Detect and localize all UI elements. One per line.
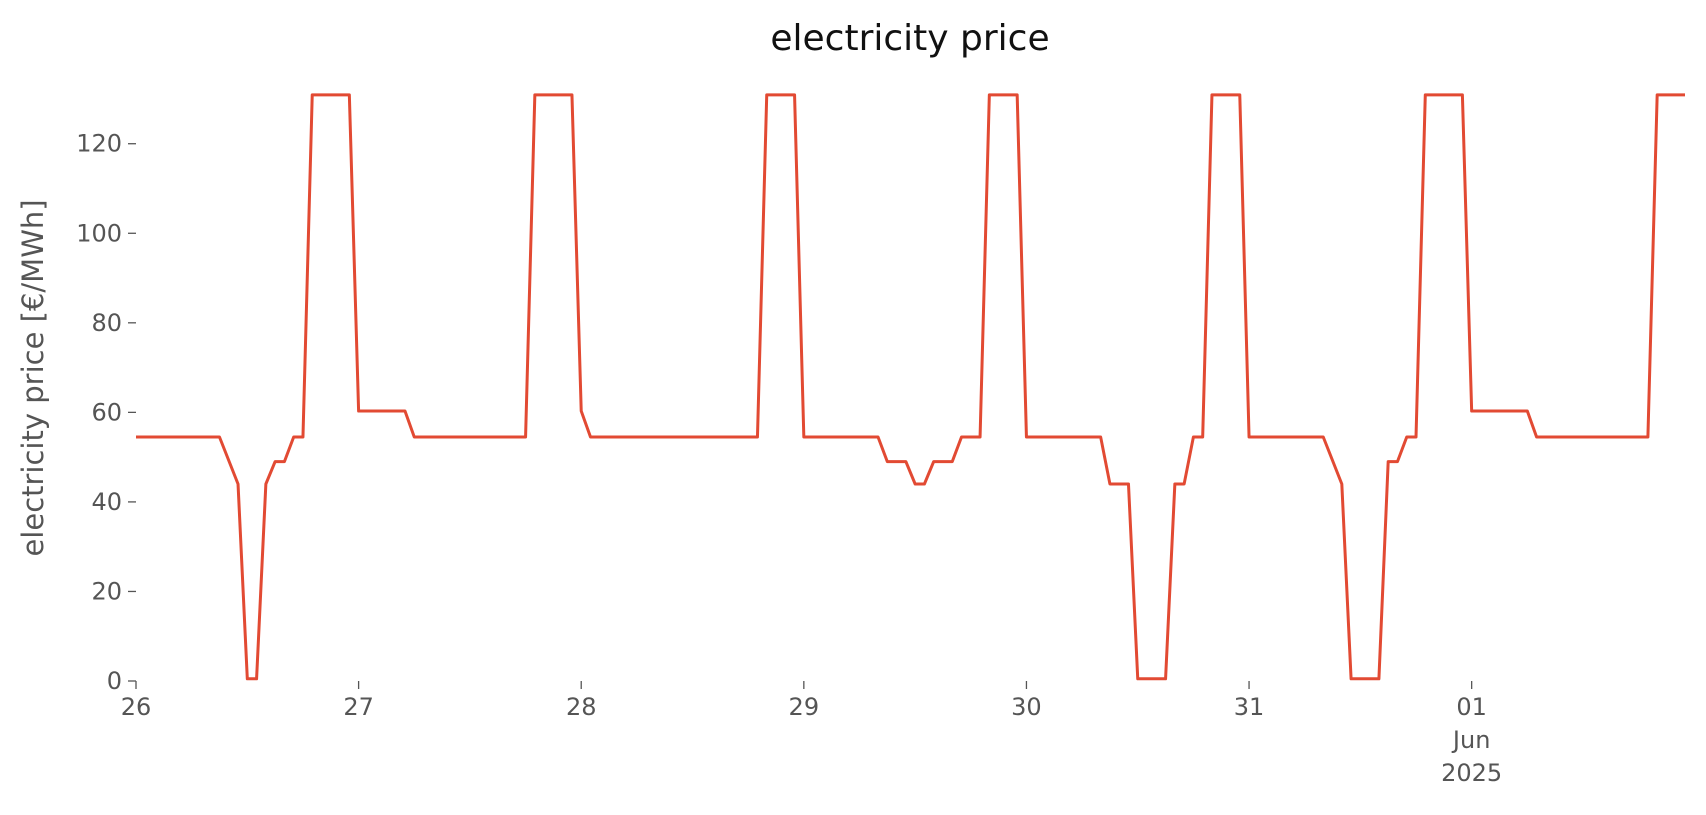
x-tick-label: 30 (1011, 693, 1042, 721)
y-tick-label: 120 (76, 130, 122, 158)
y-tick-label: 60 (91, 398, 122, 426)
x-tick-label: 31 (1234, 693, 1265, 721)
y-axis-label: electricity price [€/MWh] (16, 199, 50, 556)
y-tick-label: 100 (76, 219, 122, 247)
y-tick-label: 80 (91, 309, 122, 337)
x-tick-label: 29 (789, 693, 820, 721)
y-tick-label: 40 (91, 488, 122, 516)
y-tick-label: 0 (107, 667, 122, 695)
chart-title: electricity price (770, 18, 1049, 59)
y-tick-label: 20 (91, 577, 122, 605)
x-tick-label: 26 (121, 693, 152, 721)
x-tick-label: 01 Jun 2025 (1441, 693, 1502, 787)
price-line (136, 93, 1685, 681)
x-tick-label: 28 (566, 693, 597, 721)
x-tick-label: 27 (343, 693, 374, 721)
